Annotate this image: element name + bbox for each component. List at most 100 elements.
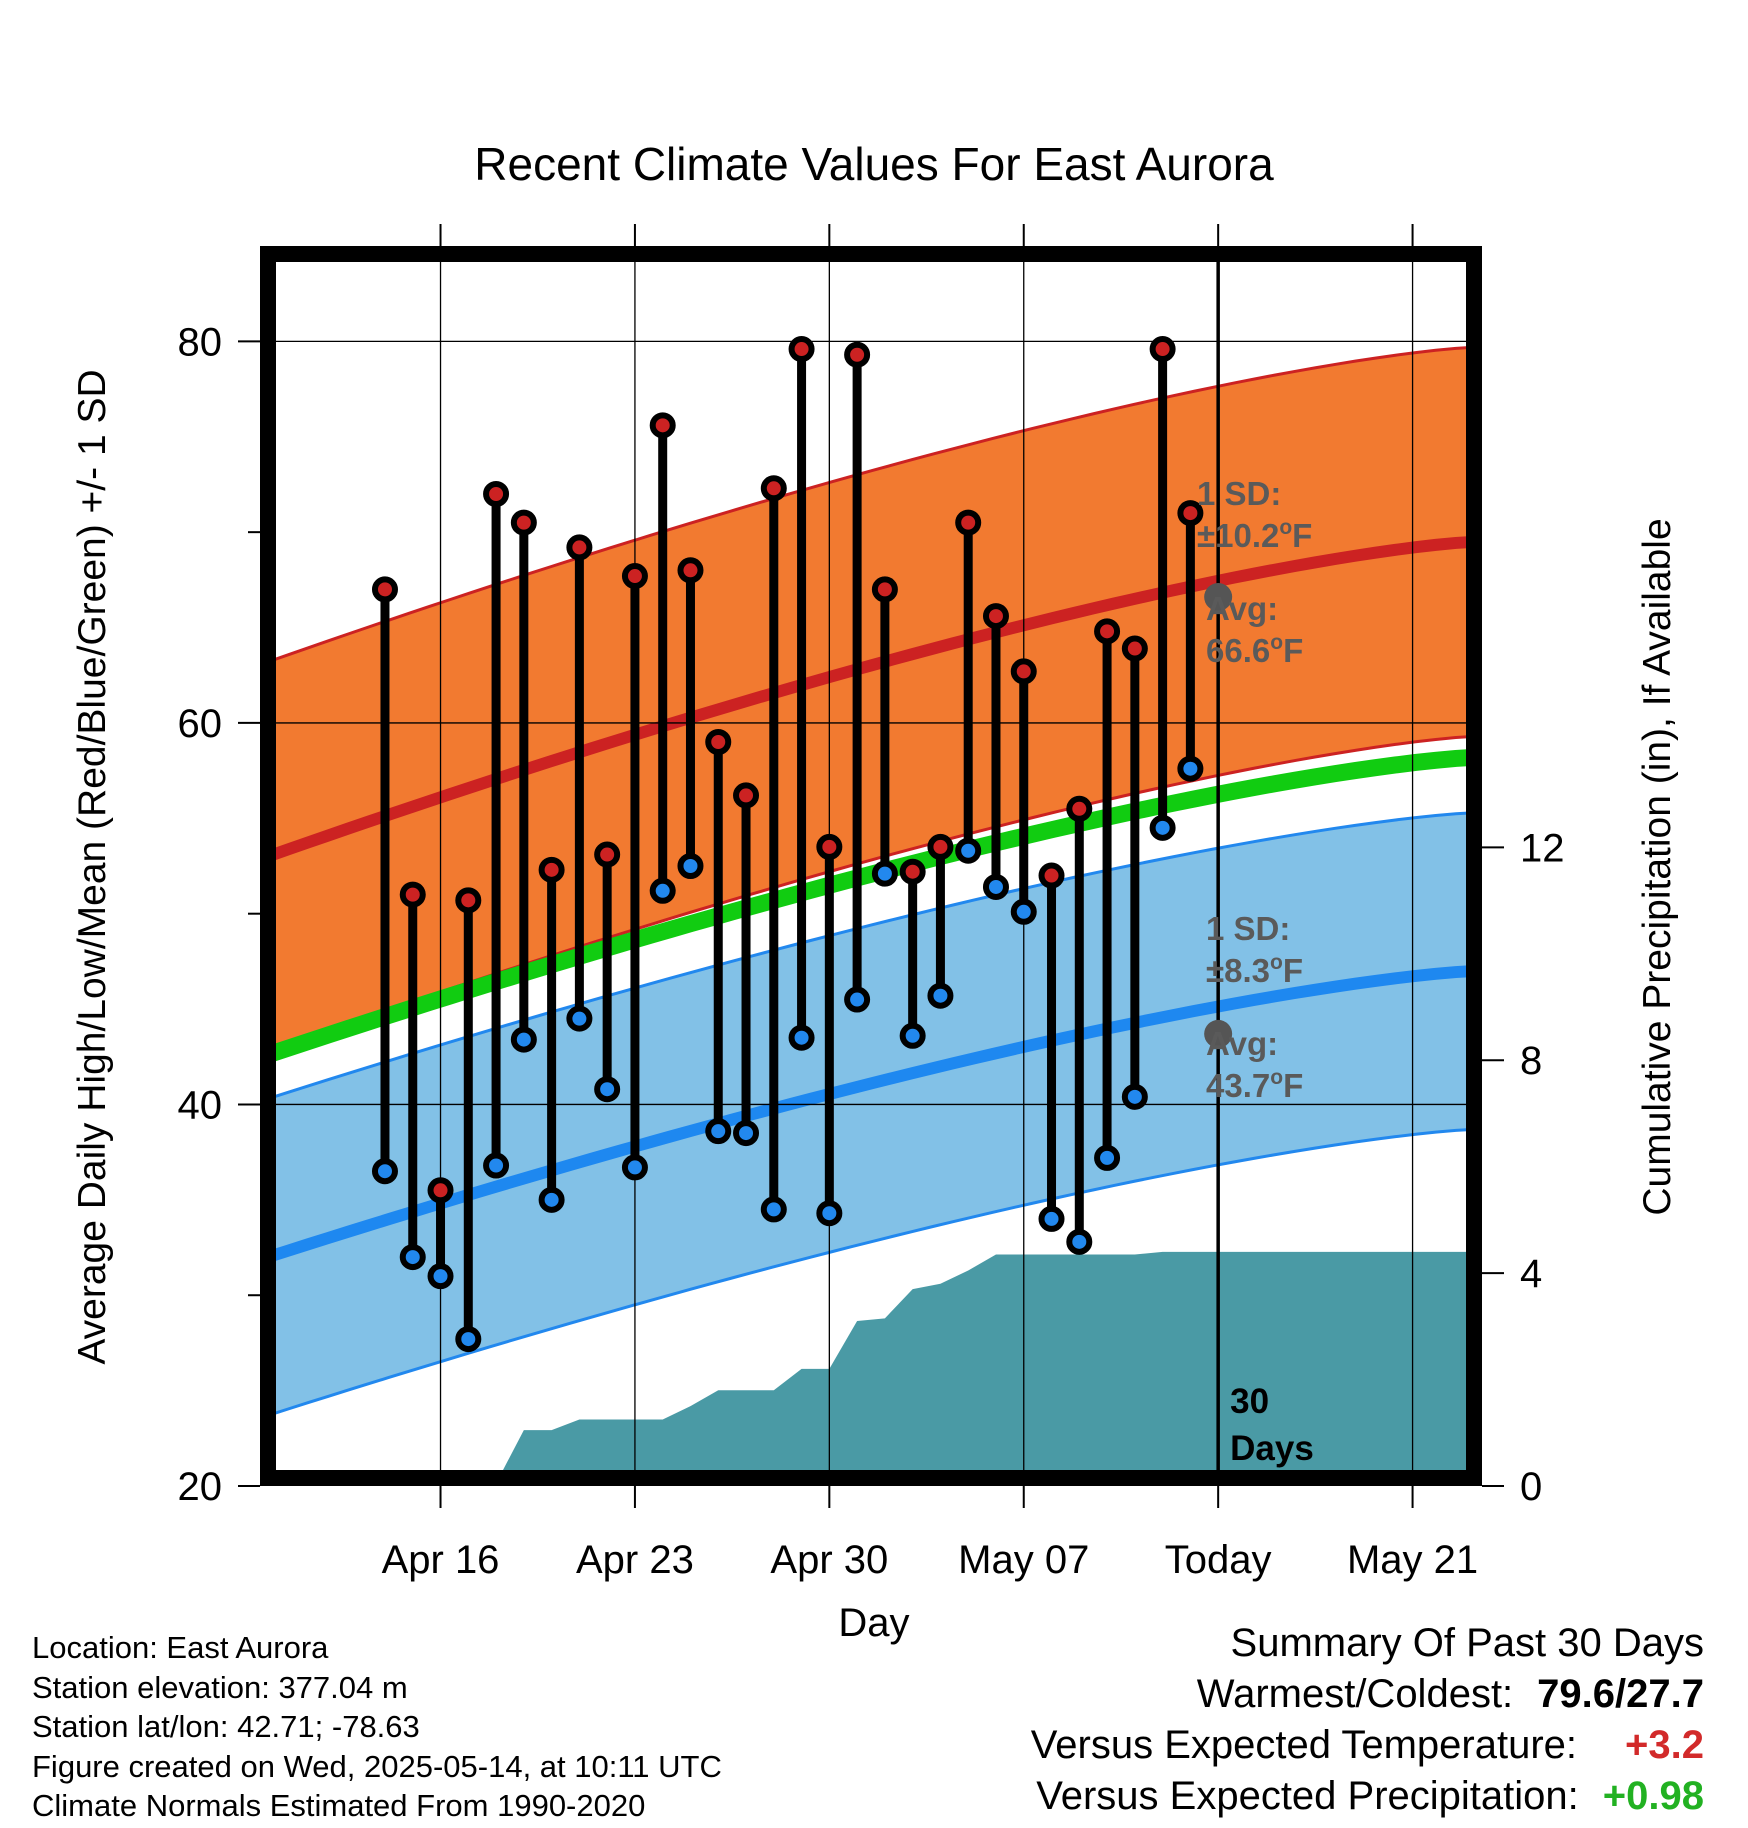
high-temp-point	[705, 729, 732, 755]
plot-area: 1 SD: ±10.2oF Avg: 66.6oF 1 SD: ±8.3oF Avg: 43.…	[178, 224, 1565, 1582]
high-temp-point	[1149, 336, 1176, 363]
x-tick-label: May 21	[1347, 1538, 1478, 1582]
low-temp-point	[927, 982, 954, 1009]
low-temp-point	[371, 1158, 398, 1185]
window-label-count: 30	[1230, 1382, 1269, 1421]
window-label-days: Days	[1230, 1429, 1314, 1468]
low-sd-band	[268, 812, 1476, 1416]
y-axis-right-label: Cumulative Precipitation (in), If Availa…	[1636, 518, 1679, 1215]
high-temp-point	[649, 412, 676, 439]
x-tick-label: Apr 23	[576, 1538, 694, 1582]
warm-cold-label: Warmest/Coldest:	[1196, 1672, 1514, 1716]
y-axis-left-label: Average Daily High/Low/Mean (Red/Blue/Gr…	[71, 369, 114, 1364]
x-tick-label: Apr 30	[770, 1538, 888, 1582]
high-avg-marker	[1204, 583, 1233, 612]
high-temp-point	[399, 881, 426, 908]
low-temp-point	[760, 1196, 787, 1223]
low-temp-point	[1094, 1144, 1121, 1171]
high-temp-point	[982, 603, 1009, 630]
low-sd-annotation-value: ±8.3oF	[1206, 951, 1303, 989]
high-temp-point	[955, 509, 982, 536]
high-avg-annotation-label: Avg:	[1206, 590, 1278, 627]
low-temp-point	[677, 853, 704, 879]
y-right-tick-label: 12	[1520, 826, 1565, 870]
low-band-lower-edge	[268, 1127, 1476, 1417]
precip-label: Versus Expected Precipitation:	[1036, 1774, 1579, 1818]
low-avg-marker	[1204, 1019, 1233, 1048]
high-normal-line	[268, 535, 1476, 863]
high-temp-point	[1094, 618, 1121, 645]
low-temp-point	[1038, 1205, 1065, 1232]
low-temp-point	[899, 1022, 926, 1049]
high-temp-point	[1038, 862, 1065, 889]
location-text: Location: East Aurora	[32, 1630, 329, 1665]
low-temp-point	[594, 1076, 621, 1103]
high-temp-point	[538, 856, 565, 883]
low-temp-point	[705, 1118, 732, 1145]
y-left-tick-label: 20	[178, 1465, 223, 1509]
high-sd-annotation-label: 1 SD:	[1197, 475, 1281, 512]
high-temp-point	[1121, 635, 1148, 662]
high-temp-point	[510, 509, 537, 536]
plot-contents	[268, 254, 1476, 1478]
plot-frame	[260, 246, 1482, 1486]
high-temp-point	[1177, 500, 1204, 527]
low-temp-point	[1121, 1083, 1148, 1110]
high-temp-point	[927, 833, 954, 860]
precip-area	[498, 1251, 1476, 1478]
y-right-tick-label: 0	[1520, 1465, 1542, 1509]
high-temp-point	[371, 576, 398, 603]
y-left-tick-label: 40	[178, 1083, 223, 1127]
normals-text: Climate Normals Estimated From 1990-2020	[32, 1788, 646, 1823]
created-text: Figure created on Wed, 2025-05-14, at 10…	[32, 1748, 722, 1784]
low-avg-annotation-label: Avg:	[1206, 1025, 1278, 1062]
low-temp-point	[871, 860, 898, 887]
high-temp-point	[455, 887, 482, 914]
chart-title: Recent Climate Values For East Aurora	[474, 138, 1274, 190]
low-temp-point	[649, 877, 676, 904]
low-temp-point	[844, 986, 871, 1013]
low-temp-point	[982, 873, 1009, 900]
x-tick-label: Today	[1165, 1538, 1272, 1582]
high-temp-point	[566, 534, 593, 561]
station-info: Location: East Aurora Station elevation:…	[32, 1628, 722, 1826]
low-temp-point	[621, 1154, 648, 1181]
low-temp-point	[538, 1186, 565, 1213]
low-temp-point	[566, 1005, 593, 1032]
warm-cold-value: 79.6/27.7	[1537, 1672, 1704, 1716]
summary-temp: Versus Expected Temperature: +3.2	[1031, 1720, 1704, 1771]
y-left-tick-label: 80	[178, 320, 223, 364]
low-temp-point	[816, 1200, 843, 1227]
high-temp-point	[844, 341, 871, 368]
low-temp-point	[1149, 814, 1176, 841]
low-temp-point	[733, 1120, 760, 1147]
high-temp-point	[677, 557, 704, 584]
high-temp-point	[733, 782, 760, 809]
high-temp-point	[483, 481, 510, 507]
high-sd-band	[268, 347, 1476, 1052]
high-temp-point	[594, 841, 621, 868]
low-temp-point	[1010, 898, 1037, 925]
high-temp-point	[427, 1177, 454, 1204]
high-avg-annotation-value: 66.6oF	[1206, 631, 1303, 669]
summary-warm-cold: Warmest/Coldest: 79.6/27.7	[1031, 1669, 1704, 1720]
low-temp-point	[399, 1244, 426, 1271]
x-tick-label: May 07	[958, 1538, 1089, 1582]
high-temp-point	[621, 563, 648, 590]
low-temp-point	[1177, 755, 1204, 782]
low-avg-annotation-value: 43.7oF	[1206, 1066, 1303, 1104]
low-sd-annotation-label: 1 SD:	[1206, 910, 1290, 947]
high-temp-point	[899, 858, 926, 885]
low-temp-point	[427, 1263, 454, 1290]
high-temp-point	[871, 576, 898, 603]
temp-value: +3.2	[1625, 1723, 1704, 1767]
latlon-text: Station lat/lon: 42.71; -78.63	[32, 1709, 420, 1744]
high-temp-point	[1066, 795, 1093, 822]
x-axis-label: Day	[838, 1601, 909, 1645]
temp-label: Versus Expected Temperature:	[1030, 1723, 1578, 1767]
high-temp-point	[1010, 658, 1037, 685]
low-temp-point	[788, 1024, 815, 1051]
y-right-tick-label: 4	[1520, 1252, 1542, 1296]
precip-value: +0.98	[1602, 1774, 1704, 1818]
low-temp-point	[483, 1152, 510, 1179]
